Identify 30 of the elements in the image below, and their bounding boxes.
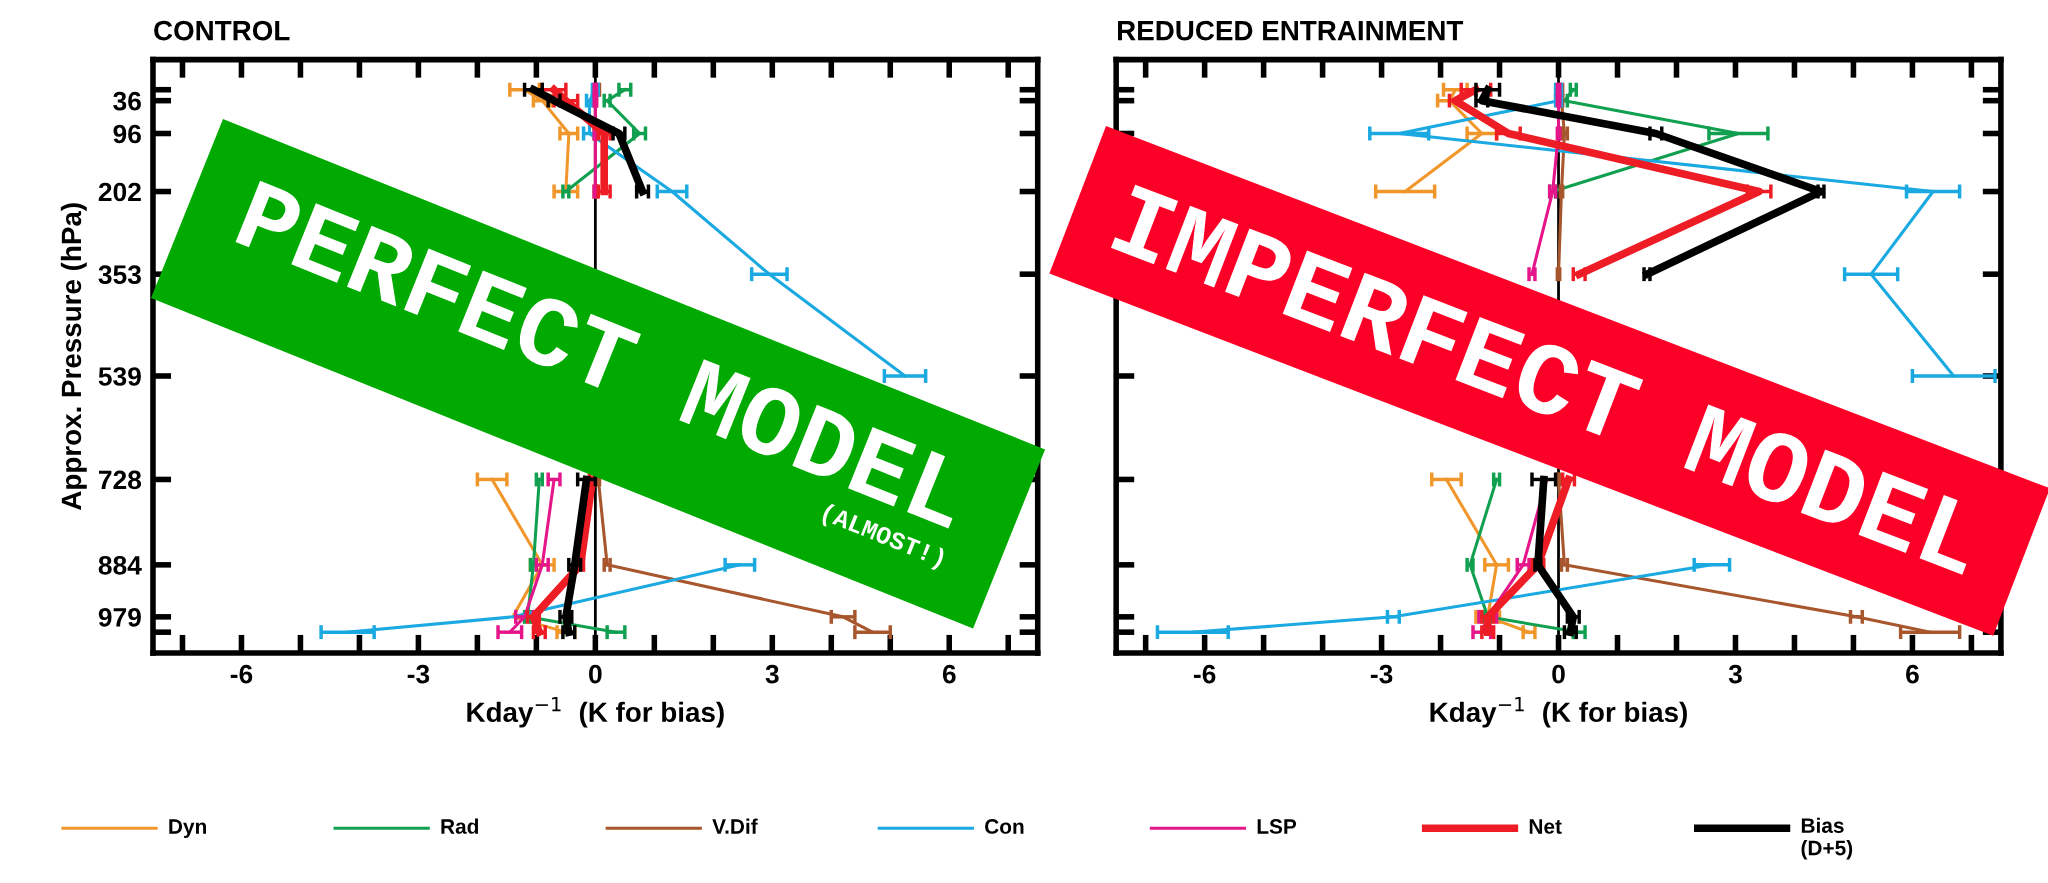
x-tick-label: 0 xyxy=(1552,664,1565,684)
x-tick-label: 6 xyxy=(1906,664,1919,684)
x-axis-title: Kday$^{−1}$ (K for bias) xyxy=(1430,697,1687,728)
x-axis-title: Kday$^{−1}$ (K for bias) xyxy=(467,697,724,728)
y-tick-label: 728 xyxy=(98,470,142,490)
y-tick-label: 36 xyxy=(113,91,141,111)
y-tick-label: 539 xyxy=(98,367,141,386)
legend-label: V.Dif xyxy=(712,818,758,834)
legend-label: Rad xyxy=(441,818,479,834)
x-tick-label: 6 xyxy=(942,664,956,684)
x-tick-label: -6 xyxy=(1193,664,1216,684)
y-tick-label: 353 xyxy=(98,265,141,285)
x-tick-label: 3 xyxy=(1728,664,1742,684)
y-tick-label: 202 xyxy=(98,182,141,202)
x-tick-label: 3 xyxy=(765,664,779,684)
y-tick-label: 96 xyxy=(113,124,141,144)
legend-label: Bias (D+5) xyxy=(1801,817,1853,860)
chart-title: REDUCED ENTRAINMENT xyxy=(1118,20,1464,41)
chart-title: CONTROL xyxy=(154,20,290,41)
x-tick-label: -3 xyxy=(407,664,430,684)
y-tick-label: 884 xyxy=(98,555,142,575)
y-axis-title: Approx. Pressure (hPa) xyxy=(60,203,87,510)
legend-label: Con xyxy=(985,819,1024,834)
legend-label: Net xyxy=(1529,819,1562,834)
y-tick-label: 979 xyxy=(98,607,141,627)
legend-label: LSP xyxy=(1257,819,1297,834)
x-tick-label: 0 xyxy=(589,664,602,684)
x-tick-label: -3 xyxy=(1370,664,1393,684)
x-tick-label: -6 xyxy=(230,664,253,684)
legend-label: Dyn xyxy=(169,819,206,838)
